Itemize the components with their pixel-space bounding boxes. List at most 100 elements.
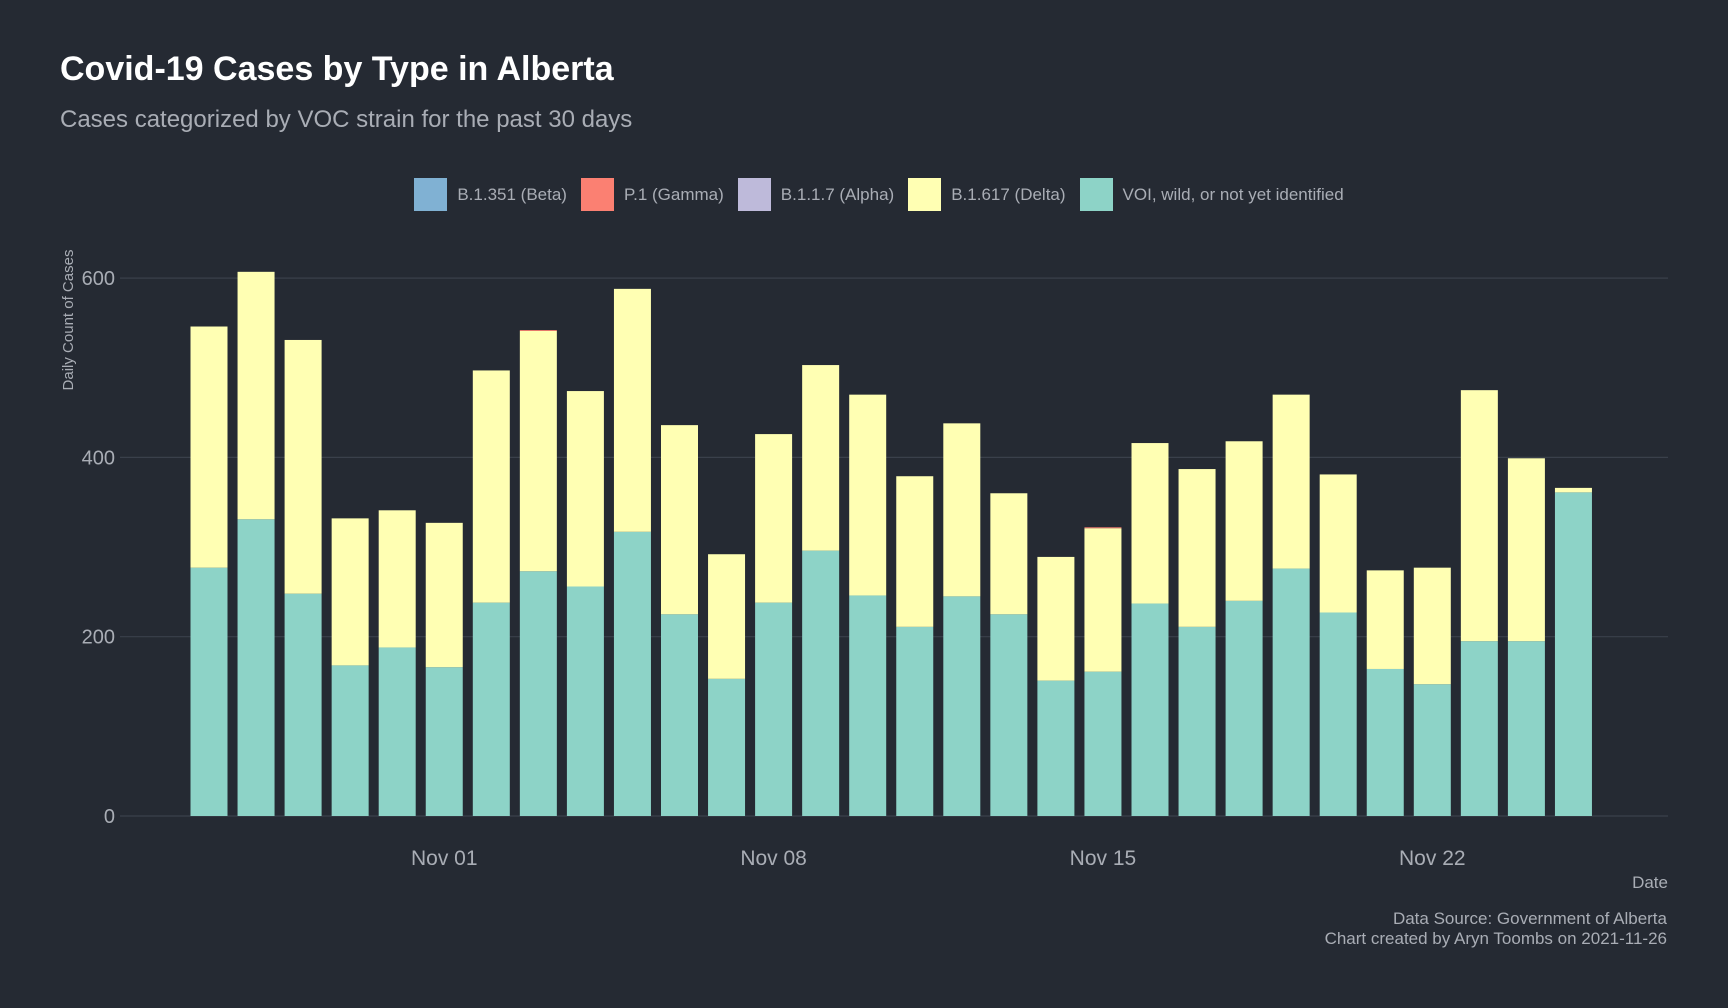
legend: B.1.351 (Beta) P.1 (Gamma) B.1.1.7 (Alph… bbox=[0, 178, 1728, 211]
caption-credit: Chart created by Aryn Toombs on 2021-11-… bbox=[1324, 929, 1667, 948]
bar-stack bbox=[1037, 556, 1075, 816]
bar-delta bbox=[1507, 458, 1545, 642]
y-tick-label: 400 bbox=[82, 447, 115, 469]
bar-stack bbox=[378, 510, 416, 816]
bar-delta bbox=[425, 522, 463, 668]
bar-gamma bbox=[1084, 527, 1122, 529]
y-tick-label: 0 bbox=[104, 806, 115, 828]
legend-label-voi: VOI, wild, or not yet identified bbox=[1122, 184, 1344, 204]
bar-delta bbox=[1413, 567, 1451, 685]
bar-stack bbox=[1507, 458, 1545, 816]
bar-voi bbox=[849, 595, 887, 816]
bar-delta bbox=[802, 365, 840, 551]
bar-voi bbox=[472, 602, 510, 816]
bar-delta bbox=[1037, 556, 1075, 681]
bar-voi bbox=[1554, 492, 1592, 816]
bar-voi bbox=[1319, 612, 1357, 816]
bar-stack bbox=[990, 493, 1028, 816]
bar-voi bbox=[1131, 603, 1169, 816]
bar-voi bbox=[755, 602, 793, 816]
bar-delta bbox=[566, 391, 604, 587]
legend-swatch-gamma bbox=[580, 178, 614, 211]
bar-voi bbox=[1507, 641, 1545, 816]
bar-stack bbox=[331, 518, 369, 816]
bar-stack bbox=[425, 522, 463, 816]
bar-voi bbox=[425, 667, 463, 816]
legend-label-alpha: B.1.1.7 (Alpha) bbox=[780, 184, 895, 204]
bar-delta bbox=[1225, 441, 1263, 601]
bar-gamma bbox=[519, 330, 557, 331]
legend-item-voi: VOI, wild, or not yet identified bbox=[1079, 178, 1344, 211]
bar-delta bbox=[1272, 394, 1310, 569]
bar-delta bbox=[849, 394, 887, 596]
bar-voi bbox=[1366, 668, 1404, 816]
bar-delta bbox=[1319, 474, 1357, 613]
bar-voi bbox=[1225, 600, 1263, 816]
caption: Data Source: Government of Alberta Chart… bbox=[1325, 909, 1667, 949]
bar-delta bbox=[943, 423, 981, 597]
bar-delta bbox=[1178, 469, 1216, 627]
x-tick-label: Nov 15 bbox=[1070, 847, 1137, 870]
legend-item-alpha: B.1.1.7 (Alpha) bbox=[737, 178, 895, 211]
bar-voi bbox=[284, 593, 322, 816]
bar-stack bbox=[1319, 474, 1357, 816]
bar-stack bbox=[943, 423, 981, 816]
bar-delta bbox=[519, 330, 557, 572]
bar-voi bbox=[613, 531, 651, 816]
bar-voi bbox=[661, 614, 698, 816]
bar-stack bbox=[661, 425, 698, 816]
bar-delta bbox=[190, 326, 228, 568]
bar-voi bbox=[378, 647, 416, 816]
bar-delta bbox=[1131, 443, 1169, 604]
x-axis-label: Date bbox=[1632, 873, 1668, 892]
legend-label-delta: B.1.617 (Delta) bbox=[951, 184, 1066, 204]
bar-delta bbox=[237, 271, 275, 520]
bar-stack bbox=[1554, 487, 1592, 816]
bar-stack bbox=[519, 330, 557, 816]
bar-stack bbox=[284, 339, 322, 816]
bar-stack bbox=[1178, 469, 1216, 816]
bar-stack bbox=[472, 370, 510, 816]
bar-stack bbox=[1460, 390, 1498, 816]
bar-delta bbox=[990, 493, 1028, 615]
bar-stack bbox=[1225, 441, 1263, 816]
bar-voi bbox=[708, 678, 746, 816]
y-axis-label: Daily Count of Cases bbox=[60, 250, 77, 391]
bar-delta bbox=[613, 288, 651, 532]
bar-delta bbox=[1084, 528, 1122, 672]
bar-stack bbox=[566, 391, 604, 816]
bar-stack bbox=[1413, 567, 1451, 816]
bar-delta bbox=[472, 370, 510, 603]
bars bbox=[190, 271, 1592, 816]
bar-voi bbox=[1272, 568, 1310, 816]
bar-voi bbox=[237, 519, 275, 816]
chart-title: Covid-19 Cases by Type in Alberta bbox=[60, 50, 614, 88]
bar-voi bbox=[1460, 641, 1498, 816]
x-tick-label: Nov 08 bbox=[740, 847, 807, 870]
bar-voi bbox=[519, 571, 557, 816]
y-tick-label: 200 bbox=[82, 627, 115, 649]
bar-stack bbox=[708, 554, 746, 816]
bar-delta bbox=[284, 339, 322, 594]
bar-stack bbox=[237, 271, 275, 816]
bar-stack bbox=[190, 326, 228, 816]
bar-delta bbox=[661, 425, 698, 615]
bar-delta bbox=[896, 476, 934, 627]
bar-voi bbox=[943, 596, 981, 816]
bar-stack bbox=[1084, 527, 1122, 816]
legend-item-beta: B.1.351 (Beta) bbox=[414, 178, 567, 211]
bar-stack bbox=[613, 288, 651, 816]
bar-stack bbox=[802, 365, 840, 816]
bar-voi bbox=[1084, 671, 1122, 816]
y-tick-label: 600 bbox=[82, 268, 115, 290]
grid-lines bbox=[120, 277, 1668, 817]
bar-voi bbox=[331, 665, 369, 816]
bar-voi bbox=[190, 567, 228, 816]
caption-source: Data Source: Government of Alberta bbox=[1392, 909, 1667, 928]
bar-stack bbox=[1272, 394, 1310, 816]
legend-swatch-alpha bbox=[737, 178, 771, 211]
x-tick-labels: Nov 01 Nov 08 Nov 15 Nov 22 bbox=[411, 847, 1466, 870]
legend-swatch-beta bbox=[414, 178, 448, 211]
